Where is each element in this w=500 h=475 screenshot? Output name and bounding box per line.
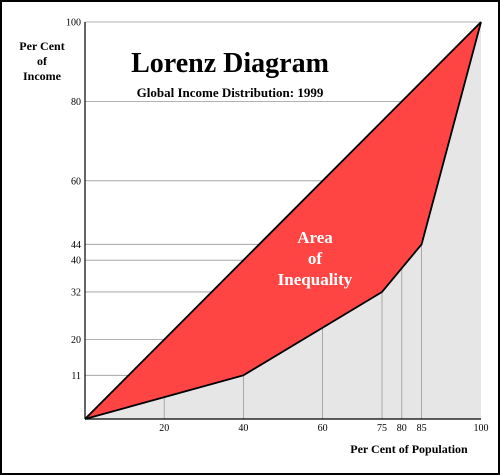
x-tick-label: 20 bbox=[159, 423, 169, 434]
y-tick-label: 100 bbox=[66, 18, 81, 29]
x-tick-label: 100 bbox=[474, 423, 489, 434]
x-tick-labels: 20 40 60 75 80 85 100 bbox=[159, 423, 488, 434]
x-tick-label: 40 bbox=[238, 423, 248, 434]
y-tick-label: 40 bbox=[71, 256, 81, 267]
y-axis-title-line-2: of bbox=[37, 54, 48, 68]
y-tick-labels: 11 20 32 40 44 60 80 100 bbox=[66, 18, 81, 382]
x-tick-label: 60 bbox=[318, 423, 328, 434]
y-tick-label: 20 bbox=[71, 335, 81, 346]
chart-subtitle: Global Income Distribution: 1999 bbox=[137, 85, 324, 100]
y-tick-label: 44 bbox=[71, 240, 81, 251]
x-tick-label: 80 bbox=[397, 423, 407, 434]
equality-line bbox=[84, 21, 482, 420]
y-tick-label: 32 bbox=[71, 287, 81, 298]
x-tick-label: 85 bbox=[417, 423, 427, 434]
annotation-line-1: Area bbox=[297, 228, 333, 247]
annotation-line-2: of bbox=[308, 249, 323, 268]
y-tick-label: 80 bbox=[71, 97, 81, 108]
y-axis-title-line-1: Per Cent bbox=[19, 39, 64, 53]
annotation-line-3: Inequality bbox=[278, 270, 353, 289]
x-tick-label: 75 bbox=[377, 423, 387, 434]
y-tick-label: 11 bbox=[71, 371, 81, 382]
vertical-gridlines bbox=[163, 244, 423, 419]
chart-title: Lorenz Diagram bbox=[131, 48, 329, 79]
y-axis-title-line-3: Income bbox=[23, 69, 62, 83]
y-tick-label: 60 bbox=[71, 176, 81, 187]
lorenz-curve-line bbox=[84, 21, 482, 420]
x-axis-title: Per Cent of Population bbox=[350, 442, 468, 456]
